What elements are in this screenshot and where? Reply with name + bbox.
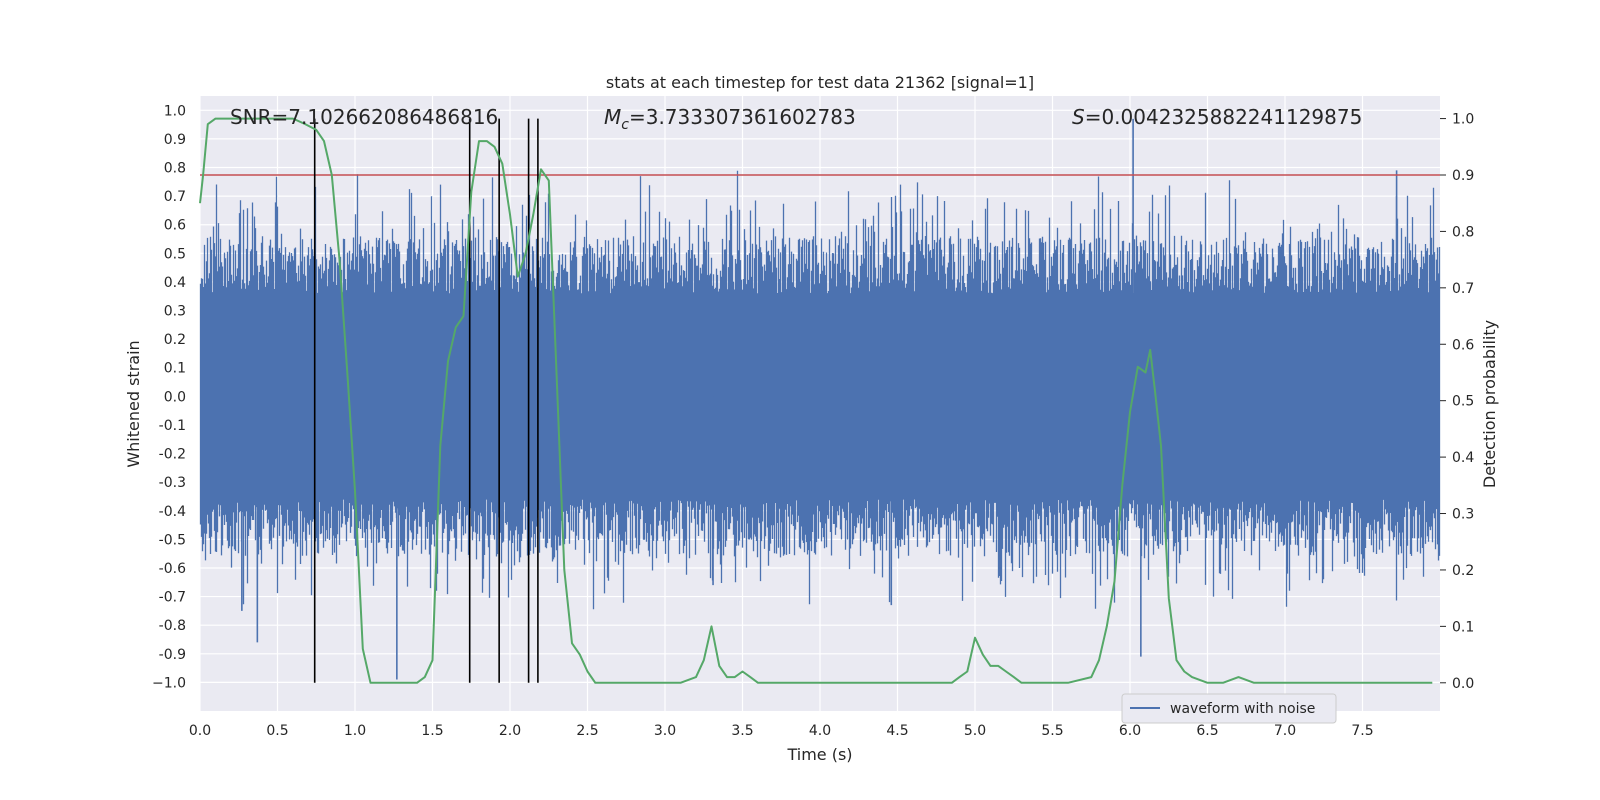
y-left-tick-label: 0.2 (164, 332, 186, 348)
y-left-axis-label: Whitened strain (124, 340, 143, 467)
y-right-tick-label: 0.2 (1452, 563, 1474, 579)
s-value: =0.004232588224112987​5 (1085, 105, 1363, 129)
y-left-tick-label: 0.5 (164, 246, 186, 262)
x-tick-label: 6.0 (1119, 723, 1141, 739)
x-tick-label: 1.5 (421, 723, 443, 739)
y-right-tick-labels: 1.0 0.9 0.8 0.7 0.6 0.5 0.4 0.3 0.2 0.1 0.0 (1440, 112, 1474, 692)
y-left-tick-label: 0.8 (164, 161, 186, 177)
x-tick-label: 3.5 (731, 723, 753, 739)
probability-line (199, 117, 1433, 684)
chirp-mass-symbol: M (604, 105, 621, 129)
x-tick-labels: 0.0 0.5 1.0 1.5 2.0 2.5 3.0 3.5 4.0 4.5 5.0 5.5 6.0 6… (189, 723, 1374, 739)
y-left-tick-label: 0.0 (164, 389, 186, 405)
y-right-axis-label: Detection probability (1480, 320, 1499, 488)
probability-series (199, 117, 1433, 684)
legend-box (1121, 693, 1337, 724)
x-tick-label: 0.0 (189, 723, 211, 739)
x-tick-label: 4.5 (886, 723, 908, 739)
y-left-tick-label: 1.0 (164, 103, 186, 119)
x-tick-label: 6.5 (1196, 723, 1218, 739)
y-left-tick-label: -0.6 (159, 561, 186, 577)
y-right-tick-label: 0.0 (1452, 676, 1474, 692)
overlay-lines (200, 118, 1440, 683)
y-left-tick-label: 0.4 (164, 275, 186, 291)
s-symbol: S (1072, 105, 1085, 129)
y-left-tick-label: -0.8 (159, 618, 186, 634)
legend: waveform with noise (1121, 693, 1337, 724)
x-tick-label: 2.5 (576, 723, 598, 739)
x-tick-label: 5.5 (1041, 723, 1063, 739)
x-tick-label: 1.0 (344, 723, 366, 739)
y-left-tick-label: 0.9 (164, 132, 186, 148)
x-tick-label: 7.5 (1351, 723, 1373, 739)
x-axis-label: Time (s) (786, 745, 852, 764)
y-left-tick-labels: 1.0 0.9 0.8 0.7 0.6 0.5 0.4 0.3 0.2 0.1 0.0 -0.1 -0.… (152, 103, 186, 691)
waveform-series (199, 118, 1441, 680)
x-tick-label: 5.0 (964, 723, 986, 739)
y-right-tick-label: 0.1 (1452, 619, 1474, 635)
y-right-tick-label: 0.7 (1452, 281, 1474, 297)
y-left-tick-label: -0.2 (159, 447, 186, 463)
x-tick-label: 7.0 (1274, 723, 1296, 739)
y-right-tick-label: 0.5 (1452, 394, 1474, 410)
y-left-tick-label: 0.1 (164, 361, 186, 377)
chart-title: stats at each timestep for test data 213… (606, 73, 1034, 92)
y-left-tick-label: −1.0 (152, 675, 186, 691)
y-left-tick-label: -0.7 (159, 590, 186, 606)
y-right-tick-label: 0.4 (1452, 450, 1474, 466)
y-right-tick-label: 0.6 (1452, 337, 1474, 353)
chirp-mass-value: =3.733307361602783 (629, 105, 856, 129)
y-left-tick-label: 0.6 (164, 218, 186, 234)
y-right-tick-label: 0.3 (1452, 507, 1474, 523)
y-left-tick-label: 0.7 (164, 189, 186, 205)
chirp-mass-annotation: Mc=3.733307361602783 (604, 105, 856, 133)
x-tick-label: 4.0 (809, 723, 831, 739)
y-left-tick-label: -0.3 (159, 475, 186, 491)
y-left-tick-label: -0.1 (159, 418, 186, 434)
s-annotation: S=0.004232588224112987​5 (1072, 105, 1362, 129)
y-right-tick-label: 1.0 (1452, 112, 1474, 128)
y-right-tick-label: 0.8 (1452, 224, 1474, 240)
snr-annotation: SNR=7.102662086486816 (230, 105, 498, 129)
x-tick-label: 2.0 (499, 723, 521, 739)
y-right-tick-label: 0.9 (1452, 168, 1474, 184)
y-left-tick-label: -0.5 (159, 532, 186, 548)
y-left-tick-label: 0.3 (164, 304, 186, 320)
x-tick-label: 3.0 (654, 723, 676, 739)
waveform-noise-path (199, 170, 1441, 610)
y-left-tick-label: -0.9 (159, 647, 186, 663)
y-left-tick-label: -0.4 (159, 504, 186, 520)
legend-label: waveform with noise (1170, 701, 1315, 717)
chirp-mass-subscript: c (621, 117, 629, 133)
x-tick-label: 0.5 (266, 723, 288, 739)
